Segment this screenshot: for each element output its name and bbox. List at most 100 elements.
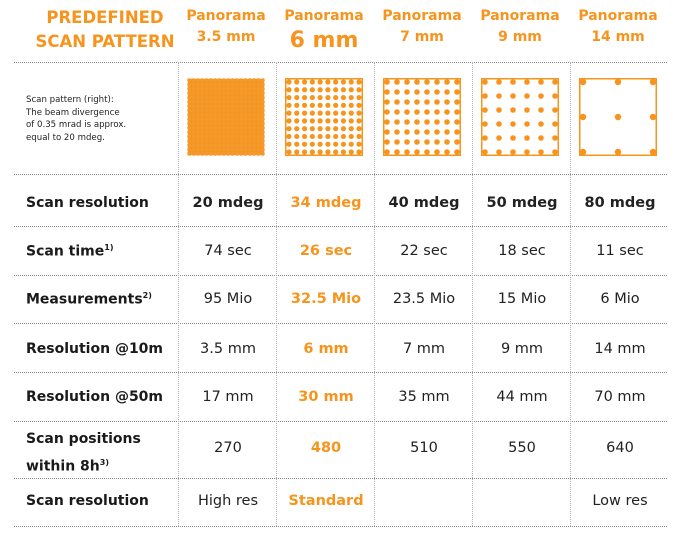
scan-dot <box>226 95 231 100</box>
scan-dot <box>226 104 231 109</box>
scan-dot <box>579 113 587 121</box>
scan-dot <box>208 130 213 135</box>
scan-dot <box>243 108 248 113</box>
scan-dot <box>247 117 252 122</box>
scan-dot <box>333 126 339 132</box>
scan-dot <box>187 125 192 130</box>
scan-dot <box>230 125 235 130</box>
scan-dot <box>325 141 331 147</box>
scan-dot <box>260 134 265 139</box>
scan-dot <box>243 104 248 109</box>
scan-dot <box>496 149 502 155</box>
scan-dot <box>454 109 460 115</box>
scan-dot <box>317 126 323 132</box>
scan-dot <box>195 151 200 156</box>
scan-dot <box>538 93 544 99</box>
scan-dot <box>213 95 218 100</box>
scan-dot <box>187 112 192 117</box>
scan-dot <box>294 87 300 93</box>
column-header-line2: 9 mm <box>498 29 542 45</box>
row-label-measurements: Measurements2) <box>26 291 152 308</box>
scan-dot <box>230 151 235 156</box>
row-label-scan-resolution-class: Scan resolution <box>26 493 149 509</box>
scan-dot <box>243 121 248 126</box>
scan-dot <box>247 130 252 135</box>
scan-dot <box>230 78 235 83</box>
scan-dot <box>234 117 239 122</box>
scan-dot <box>243 86 248 91</box>
scan-dot <box>213 147 218 152</box>
scan-dot <box>191 99 196 104</box>
footnote-marker: 2) <box>142 291 152 300</box>
scan-dot <box>260 78 265 83</box>
scan-dot <box>325 118 331 124</box>
scan-dot <box>234 108 239 113</box>
scan-dot <box>221 86 226 91</box>
scan-dot <box>247 104 252 109</box>
scan-dot <box>294 94 300 101</box>
scan-dot <box>260 147 265 152</box>
scan-dot <box>317 102 323 108</box>
scan-dot <box>230 130 235 135</box>
scan-dot <box>294 133 300 140</box>
scan-dot <box>333 110 339 116</box>
scan-dot <box>187 130 192 135</box>
scan-dot <box>243 125 248 130</box>
scan-dot <box>552 107 558 113</box>
scan-dot <box>200 78 205 83</box>
scan-dot <box>247 86 252 91</box>
scan-dot <box>286 133 292 140</box>
scan-dot <box>309 87 315 93</box>
scan-dot <box>213 112 218 117</box>
scan-dot <box>200 82 205 87</box>
pattern-note: Scan pattern (right): The beam divergenc… <box>26 94 176 144</box>
scan-dot <box>204 91 209 96</box>
scan-dot <box>204 121 209 126</box>
scan-dot <box>256 99 261 104</box>
scan-dot <box>239 147 244 152</box>
scan-dot <box>256 121 261 126</box>
scan-dot <box>200 143 205 148</box>
scan-dot <box>234 99 239 104</box>
scan-dot <box>208 99 213 104</box>
scan-dot <box>221 151 226 156</box>
scan-dot <box>301 94 308 101</box>
column-header-line1: Panorama <box>382 8 462 24</box>
row-divider <box>14 323 667 324</box>
scan-dot <box>221 104 226 109</box>
cell: 18 sec <box>498 243 546 259</box>
scan-dot <box>510 79 516 85</box>
scan-dot <box>252 134 257 139</box>
scan-dot <box>243 151 248 156</box>
cell: 640 <box>606 440 634 456</box>
scan-dot <box>247 112 252 117</box>
scan-dot <box>482 135 488 141</box>
scan-dot <box>234 91 239 96</box>
scan-dot <box>482 93 488 99</box>
scan-dot <box>301 110 308 116</box>
scan-dot <box>340 118 347 124</box>
note-line: equal to 20 mdeg. <box>26 132 105 143</box>
scan-dot <box>340 94 347 101</box>
scan-dot <box>348 141 354 147</box>
scan-dot <box>247 91 252 96</box>
scan-dot <box>204 95 209 100</box>
scan-dot <box>217 143 222 148</box>
scan-dot <box>243 82 248 87</box>
scan-dot <box>286 149 292 155</box>
scan-dot <box>333 94 339 101</box>
scan-dot <box>552 121 558 127</box>
scan-dot <box>230 121 235 126</box>
scan-dot <box>444 129 450 135</box>
scan-dot <box>200 121 205 126</box>
scan-dot <box>260 143 265 148</box>
scan-dot <box>444 149 450 155</box>
scan-dot <box>226 143 231 148</box>
scan-dot <box>217 104 222 109</box>
scan-dot <box>221 117 226 122</box>
scan-dot <box>230 117 235 122</box>
column-header-9mm: Panorama 9 mm <box>472 6 568 48</box>
scan-dot <box>524 121 530 127</box>
scan-dot <box>226 82 231 87</box>
scan-dot <box>309 118 315 124</box>
